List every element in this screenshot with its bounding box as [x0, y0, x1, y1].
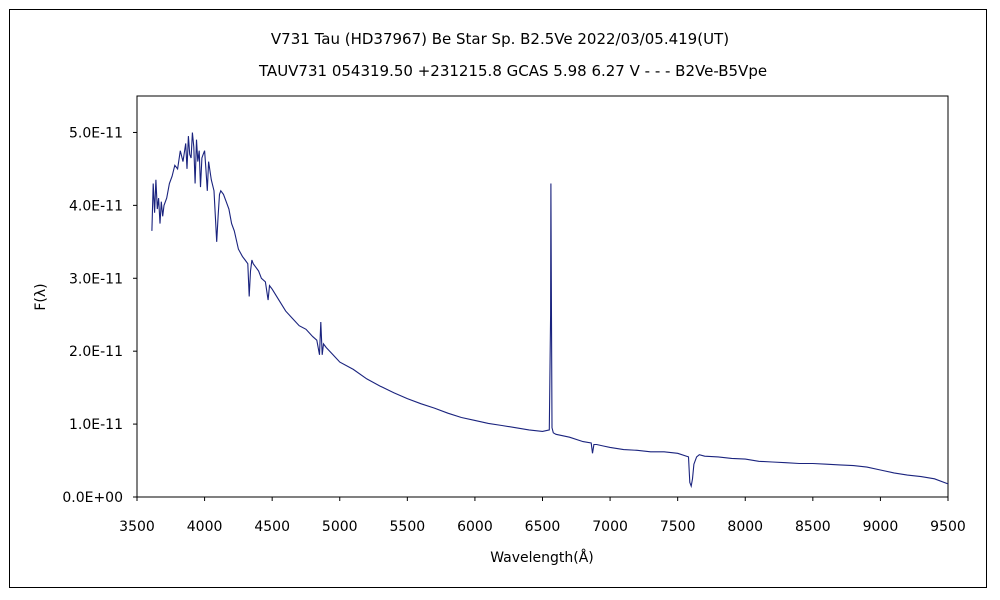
chart-title: V731 Tau (HD37967) Be Star Sp. B2.5Ve 20… [271, 30, 729, 48]
spectrum-line [151, 132, 949, 489]
x-tick-label: 4500 [254, 519, 290, 535]
x-tick-label: 5500 [390, 519, 426, 535]
y-axis-ticks: 0.0E+00 1.0E-11 2.0E-11 3.0E-11 4.0E-11 5.0E-… [62, 125, 137, 506]
x-tick-label: 7500 [660, 519, 696, 535]
y-axis-label: F(λ) [33, 283, 49, 310]
x-tick-label: 5000 [322, 519, 358, 535]
x-tick-label: 3500 [119, 519, 155, 535]
x-tick-label: 6000 [457, 519, 493, 535]
y-tick-label: 2.0E-11 [69, 344, 123, 360]
plot-area [136, 95, 949, 498]
x-tick-label: 9000 [863, 519, 899, 535]
y-tick-label: 4.0E-11 [69, 198, 123, 214]
x-axis-label: Wavelength(Å) [490, 549, 594, 566]
y-tick-label: 1.0E-11 [69, 417, 123, 433]
x-tick-label: 7000 [592, 519, 628, 535]
x-tick-label: 4000 [187, 519, 223, 535]
chart-subtitle: TAUV731 054319.50 +231215.8 GCAS 5.98 6.… [258, 62, 767, 80]
x-tick-label: 8500 [795, 519, 831, 535]
y-tick-label: 5.0E-11 [69, 125, 123, 141]
x-tick-label: 8000 [727, 519, 763, 535]
x-tick-label: 9500 [930, 519, 966, 535]
y-tick-label: 0.0E+00 [62, 490, 123, 506]
x-tick-label: 6500 [525, 519, 561, 535]
x-axis-ticks: 3500 4000 4500 5000 5500 6000 6500 7000 7500 8000… [119, 497, 966, 535]
y-tick-label: 3.0E-11 [69, 271, 123, 287]
